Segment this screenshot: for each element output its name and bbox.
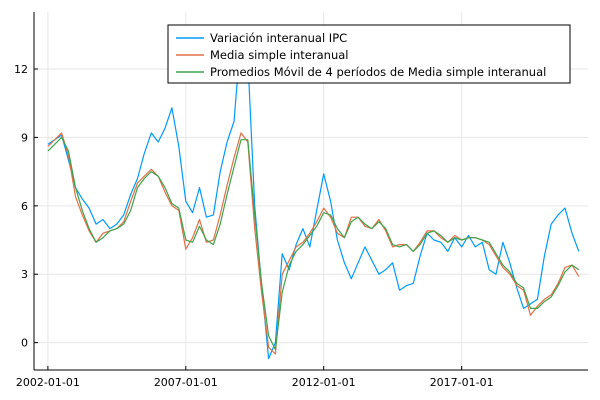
series-line-media bbox=[47, 132, 580, 355]
y-tick-labels: 0 3 6 9 12 bbox=[14, 63, 38, 350]
legend-box bbox=[167, 24, 571, 84]
series-line-ipc bbox=[47, 34, 580, 360]
y-tick-label: 0 bbox=[21, 337, 28, 350]
y-tick-label: 9 bbox=[21, 131, 28, 144]
x-tick-label: 2007-01-01 bbox=[154, 376, 218, 389]
legend-label-movil: Promedios Móvil de 4 períodos de Media s… bbox=[210, 65, 546, 79]
series-line-movil bbox=[47, 136, 580, 351]
axes bbox=[33, 12, 588, 371]
y-tick-label: 12 bbox=[14, 63, 28, 76]
x-tick-label: 2017-01-01 bbox=[430, 376, 494, 389]
y-tick-label: 6 bbox=[21, 200, 28, 213]
series-lines bbox=[47, 34, 580, 360]
x-tick-labels: 2002-01-01 2007-01-01 2012-01-01 2017-01-01 bbox=[16, 366, 494, 389]
x-tick-label: 2002-01-01 bbox=[16, 376, 80, 389]
legend-label-media: Media simple interanual bbox=[210, 48, 348, 62]
legend-label-ipc: Variación interanual IPC bbox=[210, 31, 347, 45]
legend: Variación interanual IPC Media simple int… bbox=[167, 24, 571, 84]
x-tick-label: 2012-01-01 bbox=[292, 376, 356, 389]
y-tick-label: 3 bbox=[21, 268, 28, 281]
